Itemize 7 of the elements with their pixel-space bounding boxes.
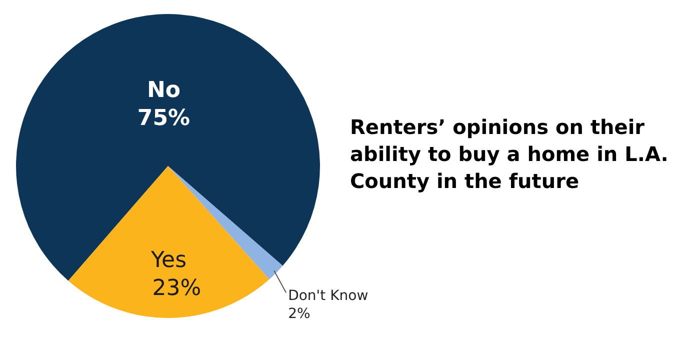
data-label: 23% bbox=[152, 276, 202, 302]
text: Renters’ opinions on their ability to buy a home in L.A. County in the future bbox=[350, 114, 670, 195]
slice-label: Don't Know bbox=[288, 288, 368, 304]
data-label: 2% bbox=[288, 306, 310, 322]
data-label: 75% bbox=[137, 106, 190, 132]
slice-label: No bbox=[146, 78, 181, 104]
slice-label: Yes bbox=[150, 248, 187, 274]
